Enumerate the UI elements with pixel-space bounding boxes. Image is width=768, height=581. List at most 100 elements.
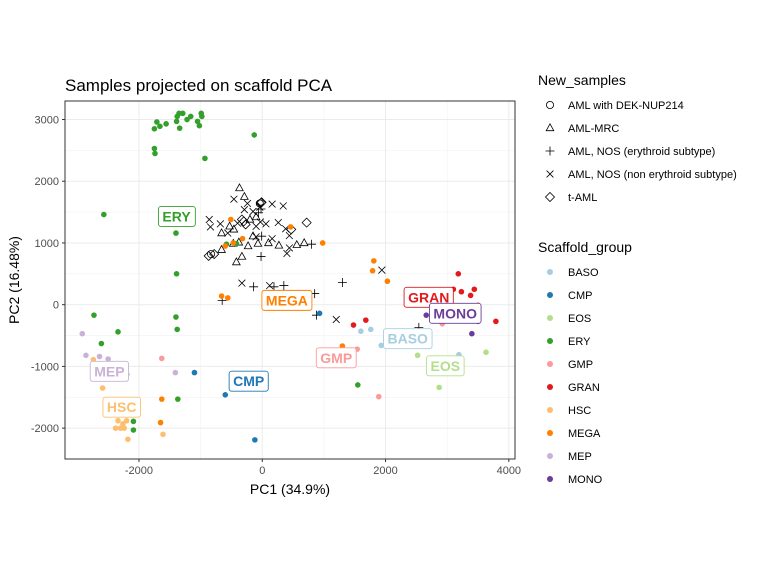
legend-plus-symbol: [545, 146, 555, 156]
data-point-ery: [196, 122, 203, 129]
legend-label: HSC: [568, 405, 591, 417]
scaffold-group-legend: Scaffold_group BASO CMP EOS ERY GMP GRAN HSC ME…: [538, 239, 632, 486]
new-sample-triangle-marker: [239, 191, 249, 200]
new-sample-triangle-marker: [245, 214, 255, 223]
new-sample-plus-marker: [256, 252, 266, 262]
legend-label: ERY: [568, 336, 591, 348]
data-point-eos: [483, 349, 489, 356]
legend-label: MEP: [568, 451, 592, 463]
x-tick-label: 2000: [373, 465, 397, 477]
data-point-mega: [218, 293, 225, 299]
cluster-label-gmp: GMP: [315, 347, 357, 369]
cluster-label-box: [426, 355, 465, 377]
data-point-mono: [469, 330, 475, 337]
data-point-cmp: [316, 310, 323, 317]
y-tick-label: 2000: [35, 176, 59, 188]
data-point-hsc: [125, 436, 131, 443]
new-sample-triangle-marker: [263, 237, 273, 247]
y-axis-ticks: -2000 -1000 0 1000 2000 3000: [31, 115, 65, 435]
new-sample-cross-marker: [268, 234, 276, 243]
data-point-gran: [363, 317, 369, 323]
data-point-hsc: [160, 431, 166, 438]
legend-color-swatch: [547, 384, 553, 390]
cluster-label-box: [403, 286, 454, 308]
cluster-label-text: GRAN: [408, 289, 449, 305]
data-point-mega: [157, 419, 164, 426]
data-point-mega: [369, 267, 376, 274]
cluster-label-box: [261, 289, 313, 311]
data-point-ery: [163, 121, 169, 127]
cluster-label-box: [102, 396, 141, 418]
data-point-mep: [96, 353, 103, 360]
data-point-ery: [194, 118, 201, 125]
legend-label: AML-MRC: [568, 123, 619, 135]
new-sample-triangle-marker: [299, 237, 309, 247]
data-point-ery: [173, 314, 179, 320]
cluster-label-box: [157, 205, 196, 227]
legend-label: AML, NOS (non erythroid subtype): [568, 169, 737, 181]
data-point-gran: [471, 286, 478, 293]
legend-item-hsc: HSC: [547, 405, 591, 417]
cluster-label-box: [89, 360, 130, 382]
cluster-label-text: MEGA: [266, 292, 308, 308]
legend-item-gran: GRAN: [547, 382, 600, 394]
legend-label: CMP: [568, 290, 592, 302]
data-point-ery: [175, 396, 181, 402]
data-point-ery: [173, 230, 179, 236]
data-point-ery: [151, 125, 158, 132]
data-point-mega: [228, 216, 234, 223]
cluster-label-eos: EOS: [426, 355, 465, 377]
legend-label: MEGA: [568, 428, 601, 440]
legend-cross-symbol: [546, 170, 554, 178]
new-sample-cross-marker: [252, 233, 260, 241]
legend-color-swatch: [547, 269, 553, 275]
data-point-gran: [493, 318, 499, 325]
legend-label: AML, NOS (erythroid subtype): [568, 146, 715, 158]
legend-color-swatch: [547, 315, 553, 321]
data-point-ery: [151, 145, 158, 152]
new-sample-markers: [203, 183, 424, 333]
x-axis-ticks: -2000 0 2000 4000: [125, 459, 521, 477]
data-point-mono: [423, 312, 430, 318]
legend-label: GMP: [568, 359, 593, 371]
new-sample-diamond-marker: [203, 250, 214, 261]
new-sample-diamond-marker: [301, 217, 312, 228]
data-point-ery: [202, 155, 208, 162]
data-point-ery: [115, 329, 121, 335]
data-point-ery: [173, 271, 180, 277]
cluster-label-mega: MEGA: [261, 289, 313, 311]
new-sample-triangle-marker: [274, 240, 284, 249]
data-point-mega: [287, 224, 294, 230]
new-sample-cross-marker: [230, 195, 238, 203]
legend-color-swatch: [547, 407, 553, 413]
cluster-label-text: GMP: [320, 350, 352, 366]
new-sample-triangle-marker: [229, 224, 239, 233]
data-point-ery: [101, 211, 107, 218]
cluster-label-gran: GRAN: [403, 286, 454, 308]
new-samples-legend: New_samples AML with DEK-NUP214 AML-MRC AM…: [538, 72, 737, 204]
data-point-ery: [179, 110, 186, 117]
legend-item-diamond: t-AML: [544, 191, 597, 204]
new-sample-circle-marker: [255, 199, 264, 208]
new-sample-plus-marker: [249, 282, 259, 292]
legend-triangle-symbol: [545, 123, 555, 132]
y-tick-label: 1000: [35, 238, 59, 250]
cluster-label-ery: ERY: [157, 205, 196, 227]
cluster-label-text: ERY: [162, 208, 191, 224]
cluster-label-box: [383, 328, 433, 350]
new-sample-diamond-marker: [240, 219, 251, 230]
data-point-cmp: [191, 369, 198, 376]
new-sample-cross-marker: [283, 249, 291, 258]
data-point-eos: [414, 352, 421, 359]
data-point-ery: [154, 119, 160, 125]
cluster-label-cmp: CMP: [228, 370, 269, 392]
data-point-baso: [367, 326, 374, 333]
data-point-gran: [467, 292, 474, 299]
legend-color-swatch: [547, 361, 553, 367]
data-point-gran: [458, 288, 465, 295]
new-sample-cross-marker: [265, 281, 274, 290]
cluster-label-box: [428, 302, 482, 324]
